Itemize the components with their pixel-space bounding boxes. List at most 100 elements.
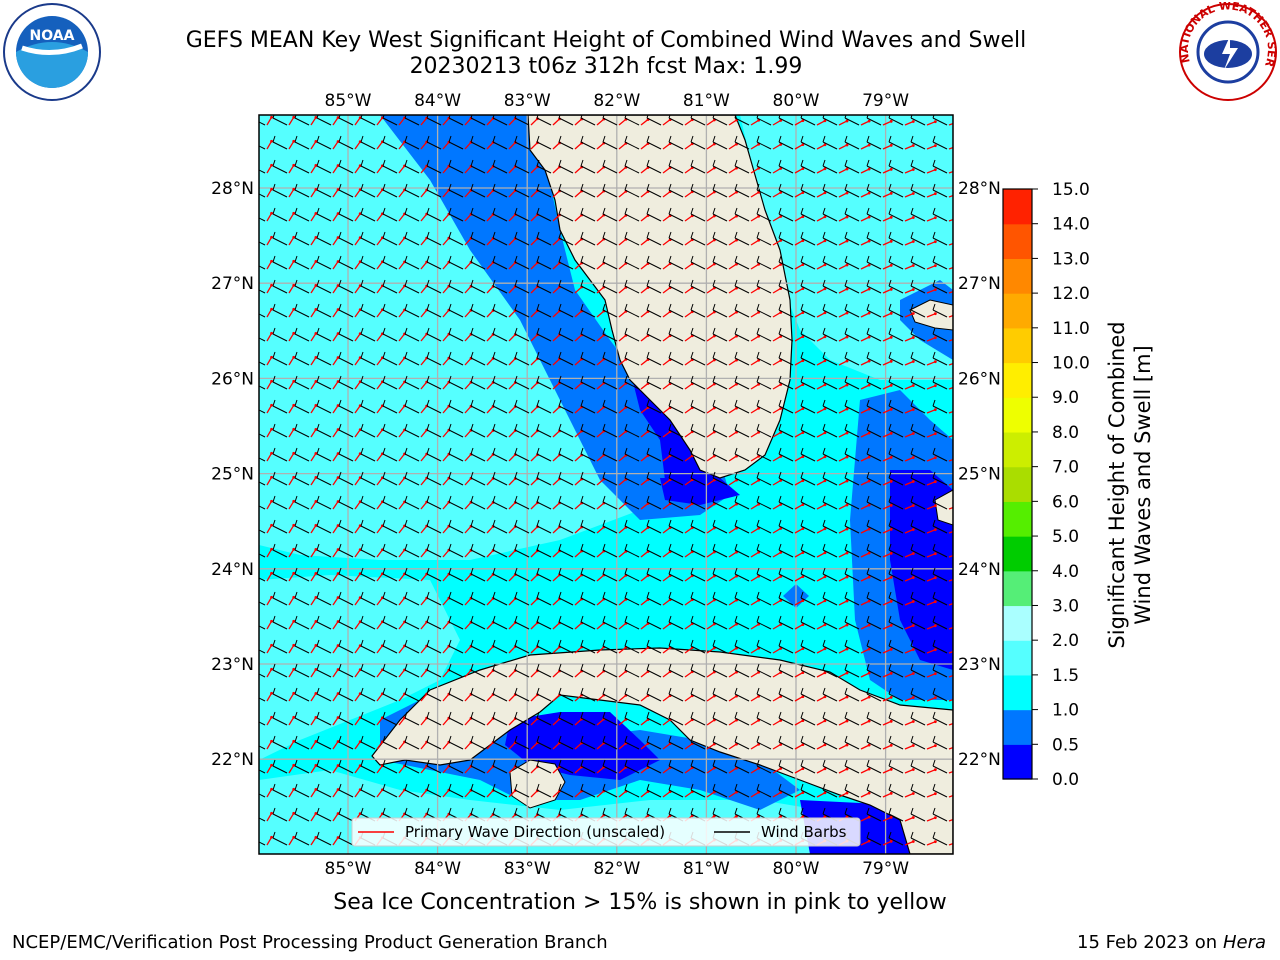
wind-barb <box>259 745 266 750</box>
wind-barb <box>558 213 574 222</box>
wind-barb-flag <box>382 735 386 743</box>
wind-barb-flag <box>888 759 892 767</box>
wind-barb <box>492 549 508 558</box>
wave-arrow-head <box>823 239 827 243</box>
wind-barb-flag <box>822 159 826 167</box>
wave-arrow <box>662 599 671 606</box>
wind-barb <box>294 789 310 798</box>
wind-barb <box>888 645 904 654</box>
wind-barb-flag <box>514 495 518 503</box>
wind-barb <box>382 549 398 558</box>
wind-barb-flag <box>734 759 738 767</box>
wind-barb <box>316 717 332 726</box>
wind-barb <box>778 165 794 174</box>
wind-barb <box>294 765 310 774</box>
wave-arrow-head <box>292 691 296 695</box>
wind-barb-flag <box>844 495 848 503</box>
wave-arrow-head <box>867 551 871 555</box>
wind-barb <box>822 429 838 438</box>
wind-barb-flag <box>382 639 386 647</box>
wave-arrow-head <box>933 600 937 604</box>
wave-arrow-head <box>336 788 340 791</box>
wave-arrow <box>464 261 472 270</box>
wind-barb-flag <box>382 327 386 335</box>
wave-arrow <box>904 504 914 510</box>
wind-barb <box>558 117 574 126</box>
wind-barb-flag <box>910 279 914 287</box>
wave-arrow <box>860 672 870 678</box>
wind-barb <box>448 165 464 174</box>
wind-barb <box>712 381 728 390</box>
wave-arrow <box>530 310 538 318</box>
wave-arrow <box>266 116 273 126</box>
wind-barb-flag <box>251 208 253 214</box>
wind-barb-flag <box>294 735 298 743</box>
wind-barb-flag <box>382 115 385 119</box>
wind-barb-flag <box>492 255 496 263</box>
wave-arrow-head <box>867 455 871 459</box>
wind-barb <box>316 165 332 174</box>
wind-barb <box>844 117 860 126</box>
wind-barb-flag <box>690 615 694 623</box>
wind-barb-flag <box>888 831 892 839</box>
wind-barb-flag <box>448 279 452 287</box>
wave-zone-shelf <box>380 115 730 520</box>
wind-barb <box>756 717 772 726</box>
wind-barb-flag <box>712 115 715 119</box>
wave-arrow <box>772 719 782 726</box>
wind-barb <box>624 381 640 390</box>
wave-arrow <box>332 789 339 798</box>
wave-arrow-head <box>270 643 273 647</box>
wind-barb <box>514 597 530 606</box>
wave-arrow <box>728 575 737 582</box>
wind-barb-flag <box>602 303 606 311</box>
wind-barb <box>734 645 750 654</box>
wind-barb-flag <box>646 159 650 167</box>
wave-arrow <box>464 237 472 246</box>
wave-arrow <box>420 405 428 414</box>
wave-arrow <box>904 840 914 846</box>
wave-arrow <box>508 622 516 630</box>
wind-barb-flag <box>470 807 474 815</box>
wave-arrow <box>442 285 450 294</box>
wave-arrow <box>618 766 627 774</box>
wind-barb <box>294 549 310 558</box>
wind-barb-flag <box>822 447 826 455</box>
wind-barb <box>624 549 640 558</box>
wind-barb <box>844 381 860 390</box>
wind-barb-flag <box>251 832 253 838</box>
wind-barb <box>910 453 926 462</box>
wind-barb-flag <box>778 375 782 383</box>
wind-barb-flag <box>251 616 253 622</box>
wind-barb-flag <box>734 303 738 311</box>
wind-barb-flag <box>624 115 627 119</box>
wind-barb-flag <box>251 256 253 262</box>
wind-barb-flag <box>382 303 386 311</box>
wind-barb <box>259 529 266 534</box>
wave-arrow-head <box>336 596 340 599</box>
wind-barb-flag <box>404 687 408 695</box>
wave-arrow-head <box>801 359 805 363</box>
wave-arrow <box>486 453 494 462</box>
wind-barb-flag <box>756 783 760 791</box>
wind-barb <box>800 429 816 438</box>
wind-barb <box>866 429 882 438</box>
wind-barb <box>778 237 794 246</box>
wave-arrow <box>860 720 870 726</box>
wind-barb <box>580 717 596 726</box>
wave-arrow <box>662 335 671 342</box>
wave-arrow <box>882 504 892 510</box>
wave-arrow <box>266 356 273 366</box>
lon-label-top: 83°W <box>504 91 551 111</box>
wind-barb <box>259 721 266 726</box>
wind-barb-flag <box>316 663 320 671</box>
wind-barb <box>426 525 442 534</box>
wave-arrow <box>926 625 936 630</box>
wave-arrow <box>882 288 892 294</box>
wind-barb <box>822 189 838 198</box>
wind-barb <box>492 765 508 774</box>
wind-barb <box>624 741 640 750</box>
wind-barb-flag <box>404 495 408 503</box>
wind-barb-flag <box>536 423 540 431</box>
wave-arrow <box>772 407 782 414</box>
